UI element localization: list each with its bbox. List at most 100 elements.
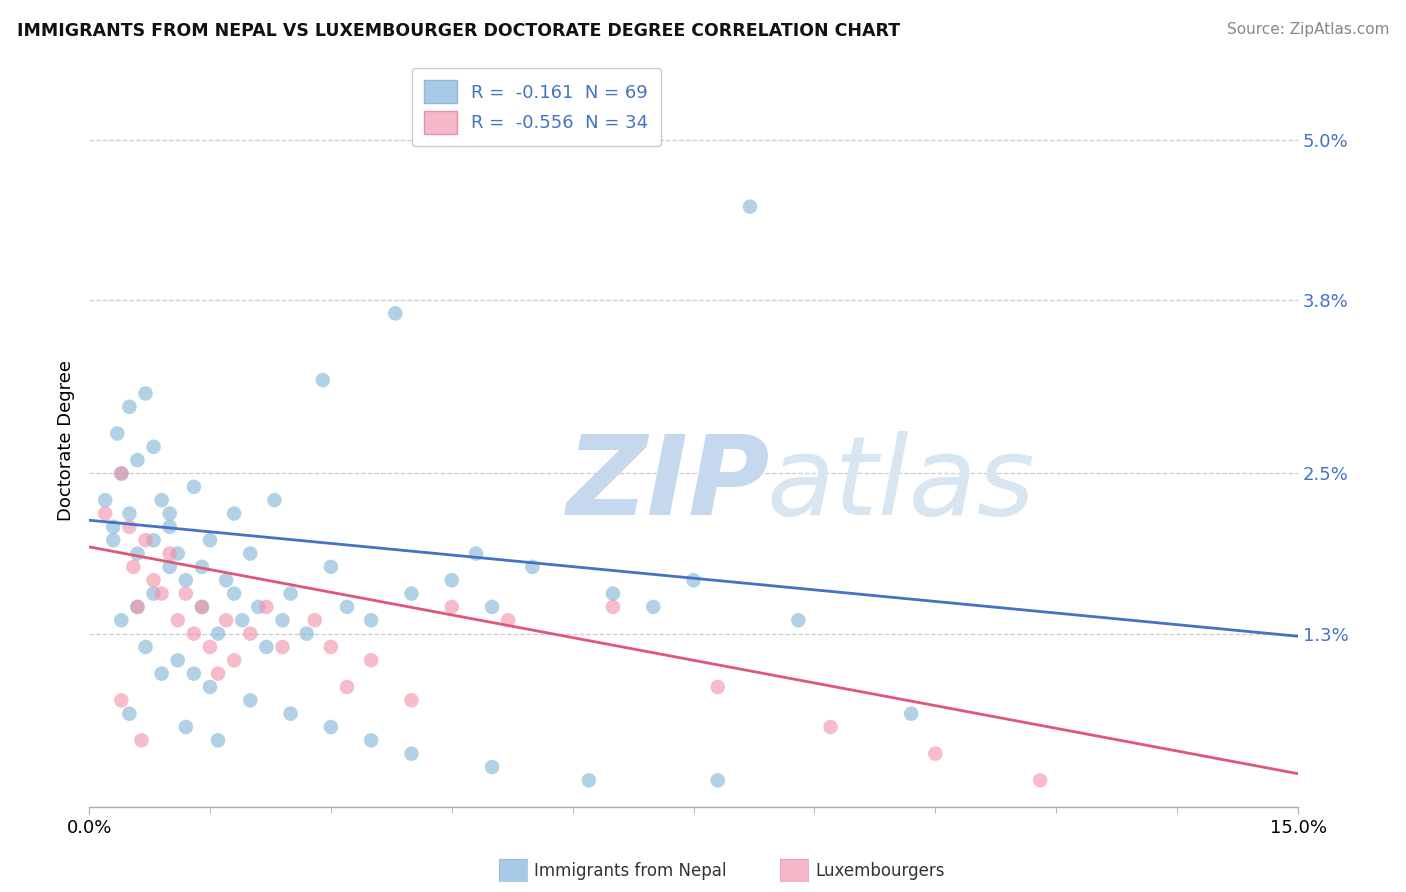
Point: [401, 747, 423, 761]
Point: [360, 653, 382, 667]
Point: [150, 666, 173, 681]
Point: [134, 386, 156, 401]
Point: [183, 480, 205, 494]
Point: [578, 773, 600, 788]
Point: [110, 613, 132, 627]
Point: [738, 200, 761, 214]
Point: [159, 520, 181, 534]
Point: [191, 599, 214, 614]
Y-axis label: Doctorate Degree: Doctorate Degree: [58, 359, 75, 521]
Point: [304, 613, 326, 627]
Point: [118, 706, 141, 721]
Point: [191, 599, 214, 614]
Point: [924, 747, 946, 761]
Text: ZIP: ZIP: [567, 431, 770, 538]
Point: [706, 773, 728, 788]
Point: [319, 640, 342, 654]
Point: [312, 373, 335, 387]
Point: [481, 760, 503, 774]
Point: [207, 626, 229, 640]
Point: [706, 680, 728, 694]
Point: [159, 547, 181, 561]
Point: [174, 586, 197, 600]
Point: [280, 586, 302, 600]
Point: [118, 507, 141, 521]
Point: [496, 613, 519, 627]
Point: [110, 693, 132, 707]
Point: [127, 453, 149, 467]
Point: [183, 626, 205, 640]
Point: [319, 560, 342, 574]
Point: [103, 533, 125, 548]
Point: [142, 573, 165, 587]
Point: [231, 613, 253, 627]
Point: [110, 467, 132, 481]
Point: [263, 493, 285, 508]
Text: atlas: atlas: [766, 431, 1035, 538]
Point: [465, 547, 488, 561]
Point: [118, 400, 141, 414]
Point: [522, 560, 544, 574]
Point: [787, 613, 810, 627]
Point: [602, 599, 624, 614]
Point: [239, 626, 262, 640]
Point: [198, 533, 221, 548]
Point: [118, 520, 141, 534]
Point: [191, 560, 214, 574]
Point: [94, 507, 117, 521]
Point: [440, 573, 463, 587]
Point: [215, 573, 238, 587]
Point: [131, 733, 153, 747]
Point: [440, 599, 463, 614]
Point: [295, 626, 318, 640]
Point: [134, 640, 156, 654]
Point: [384, 306, 406, 320]
Point: [207, 666, 229, 681]
Text: IMMIGRANTS FROM NEPAL VS LUXEMBOURGER DOCTORATE DEGREE CORRELATION CHART: IMMIGRANTS FROM NEPAL VS LUXEMBOURGER DO…: [17, 22, 900, 40]
Point: [481, 599, 503, 614]
Point: [142, 586, 165, 600]
Point: [280, 706, 302, 721]
Point: [150, 586, 173, 600]
Point: [247, 599, 270, 614]
Point: [401, 693, 423, 707]
Point: [134, 533, 156, 548]
Point: [254, 599, 277, 614]
Point: [183, 666, 205, 681]
Point: [360, 733, 382, 747]
Point: [150, 493, 173, 508]
Point: [127, 547, 149, 561]
Point: [142, 440, 165, 454]
Point: [105, 426, 128, 441]
Point: [271, 613, 294, 627]
Point: [336, 599, 359, 614]
Point: [159, 560, 181, 574]
Point: [110, 467, 132, 481]
Point: [602, 586, 624, 600]
Point: [643, 599, 665, 614]
Point: [174, 720, 197, 734]
Point: [900, 706, 922, 721]
Point: [224, 653, 246, 667]
Legend: R =  -0.161  N = 69, R =  -0.556  N = 34: R = -0.161 N = 69, R = -0.556 N = 34: [412, 68, 661, 146]
Point: [166, 547, 188, 561]
Point: [142, 533, 165, 548]
Point: [271, 640, 294, 654]
Point: [166, 613, 188, 627]
Point: [207, 733, 229, 747]
Point: [682, 573, 704, 587]
Point: [820, 720, 842, 734]
Point: [239, 547, 262, 561]
Point: [224, 586, 246, 600]
Point: [198, 640, 221, 654]
Point: [174, 573, 197, 587]
Point: [1029, 773, 1052, 788]
Point: [159, 507, 181, 521]
Point: [254, 640, 277, 654]
Point: [224, 507, 246, 521]
Point: [336, 680, 359, 694]
Point: [239, 693, 262, 707]
Text: Immigrants from Nepal: Immigrants from Nepal: [534, 862, 727, 880]
Point: [360, 613, 382, 627]
Point: [215, 613, 238, 627]
